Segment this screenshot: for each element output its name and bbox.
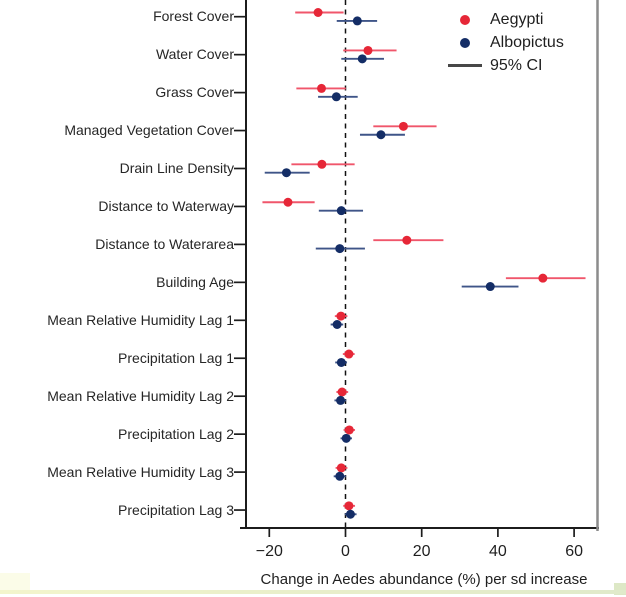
albopictus-dot-icon	[460, 37, 470, 48]
category-label: Grass Cover	[155, 84, 234, 101]
x-tick-label: −20	[255, 543, 283, 560]
x-axis-title: Change in Aedes abundance (%) per sd inc…	[260, 571, 588, 588]
legend-item-aegypti: Aegypti	[440, 8, 564, 31]
point-albopictus	[357, 54, 367, 64]
legend-item-albopictus: Albopictus	[440, 31, 564, 54]
aegypti-dot-icon	[460, 14, 470, 25]
point-albopictus	[281, 168, 291, 178]
point-aegypti	[398, 121, 408, 131]
point-albopictus	[331, 92, 341, 102]
point-aegypti	[336, 311, 346, 321]
legend-label-ci: 95% CI	[490, 56, 543, 74]
category-label: Precipitation Lag 3	[118, 501, 234, 518]
point-aegypti	[363, 45, 373, 55]
point-albopictus	[341, 433, 351, 443]
point-albopictus	[335, 471, 345, 481]
point-aegypti	[538, 273, 548, 283]
point-albopictus	[345, 509, 355, 519]
category-label: Managed Vegetation Cover	[64, 122, 234, 139]
x-tick-label: 60	[565, 543, 583, 560]
point-aegypti	[344, 425, 354, 435]
point-aegypti	[402, 235, 412, 245]
category-label: Precipitation Lag 1	[118, 349, 234, 366]
ci-line-icon	[448, 64, 482, 67]
legend-marker-cell	[440, 14, 490, 25]
point-albopictus	[336, 357, 346, 367]
category-label: Mean Relative Humidity Lag 1	[47, 311, 234, 328]
category-label: Forest Cover	[153, 8, 234, 25]
category-label: Mean Relative Humidity Lag 2	[47, 387, 234, 404]
category-label: Precipitation Lag 2	[118, 425, 234, 442]
page-artifact-left	[0, 573, 30, 591]
point-albopictus	[376, 130, 386, 140]
point-albopictus	[336, 395, 346, 405]
point-albopictus	[485, 282, 495, 292]
point-aegypti	[313, 8, 323, 17]
legend-marker-cell	[440, 64, 490, 67]
point-aegypti	[316, 83, 326, 93]
legend: Aegypti Albopictus 95% CI	[440, 8, 564, 77]
point-albopictus	[332, 320, 342, 329]
category-label: Mean Relative Humidity Lag 3	[47, 463, 234, 480]
category-label: Distance to Waterway	[98, 197, 234, 214]
x-tick-label: 20	[412, 543, 431, 560]
page-artifact-bottom-strip	[0, 590, 626, 594]
point-aegypti	[344, 501, 354, 511]
category-label: Building Age	[156, 273, 234, 290]
point-aegypti	[344, 349, 354, 359]
point-albopictus	[352, 16, 362, 26]
legend-marker-cell	[440, 37, 490, 48]
x-tick-label: 0	[341, 543, 350, 560]
point-aegypti	[337, 387, 347, 397]
legend-item-ci: 95% CI	[440, 54, 564, 77]
category-label: Distance to Waterarea	[95, 235, 234, 252]
category-label: Water Cover	[155, 46, 234, 63]
legend-label-albopictus: Albopictus	[490, 33, 564, 51]
x-tick-label: 40	[488, 543, 507, 560]
point-albopictus	[335, 244, 345, 254]
point-aegypti	[283, 197, 293, 207]
point-aegypti	[336, 463, 346, 473]
legend-label-aegypti: Aegypti	[490, 10, 544, 28]
point-aegypti	[317, 159, 327, 169]
category-label: Drain Line Density	[119, 160, 234, 176]
point-albopictus	[336, 206, 346, 216]
